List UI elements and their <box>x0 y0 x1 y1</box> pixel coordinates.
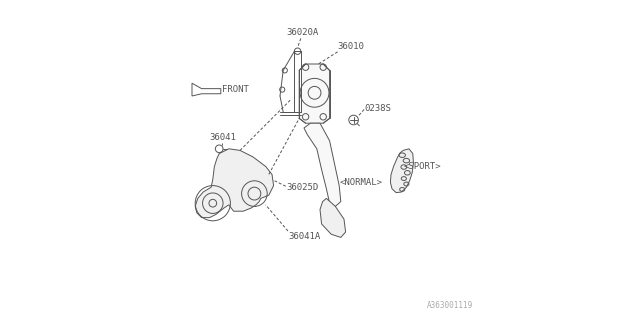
Text: FRONT: FRONT <box>223 85 249 94</box>
Text: 36025D: 36025D <box>287 183 319 192</box>
Text: <NORMAL>: <NORMAL> <box>339 178 382 187</box>
Polygon shape <box>390 149 413 193</box>
Polygon shape <box>300 64 330 123</box>
Text: 0238S: 0238S <box>365 104 392 113</box>
Text: 36010: 36010 <box>338 42 364 51</box>
Polygon shape <box>320 198 346 237</box>
Text: 36041: 36041 <box>209 133 236 142</box>
Text: 36020A: 36020A <box>286 28 319 37</box>
Text: <SPORT>: <SPORT> <box>403 162 441 171</box>
Polygon shape <box>195 149 274 218</box>
Text: 36041A: 36041A <box>288 232 320 241</box>
Polygon shape <box>304 123 340 206</box>
Text: A363001119: A363001119 <box>428 301 474 310</box>
